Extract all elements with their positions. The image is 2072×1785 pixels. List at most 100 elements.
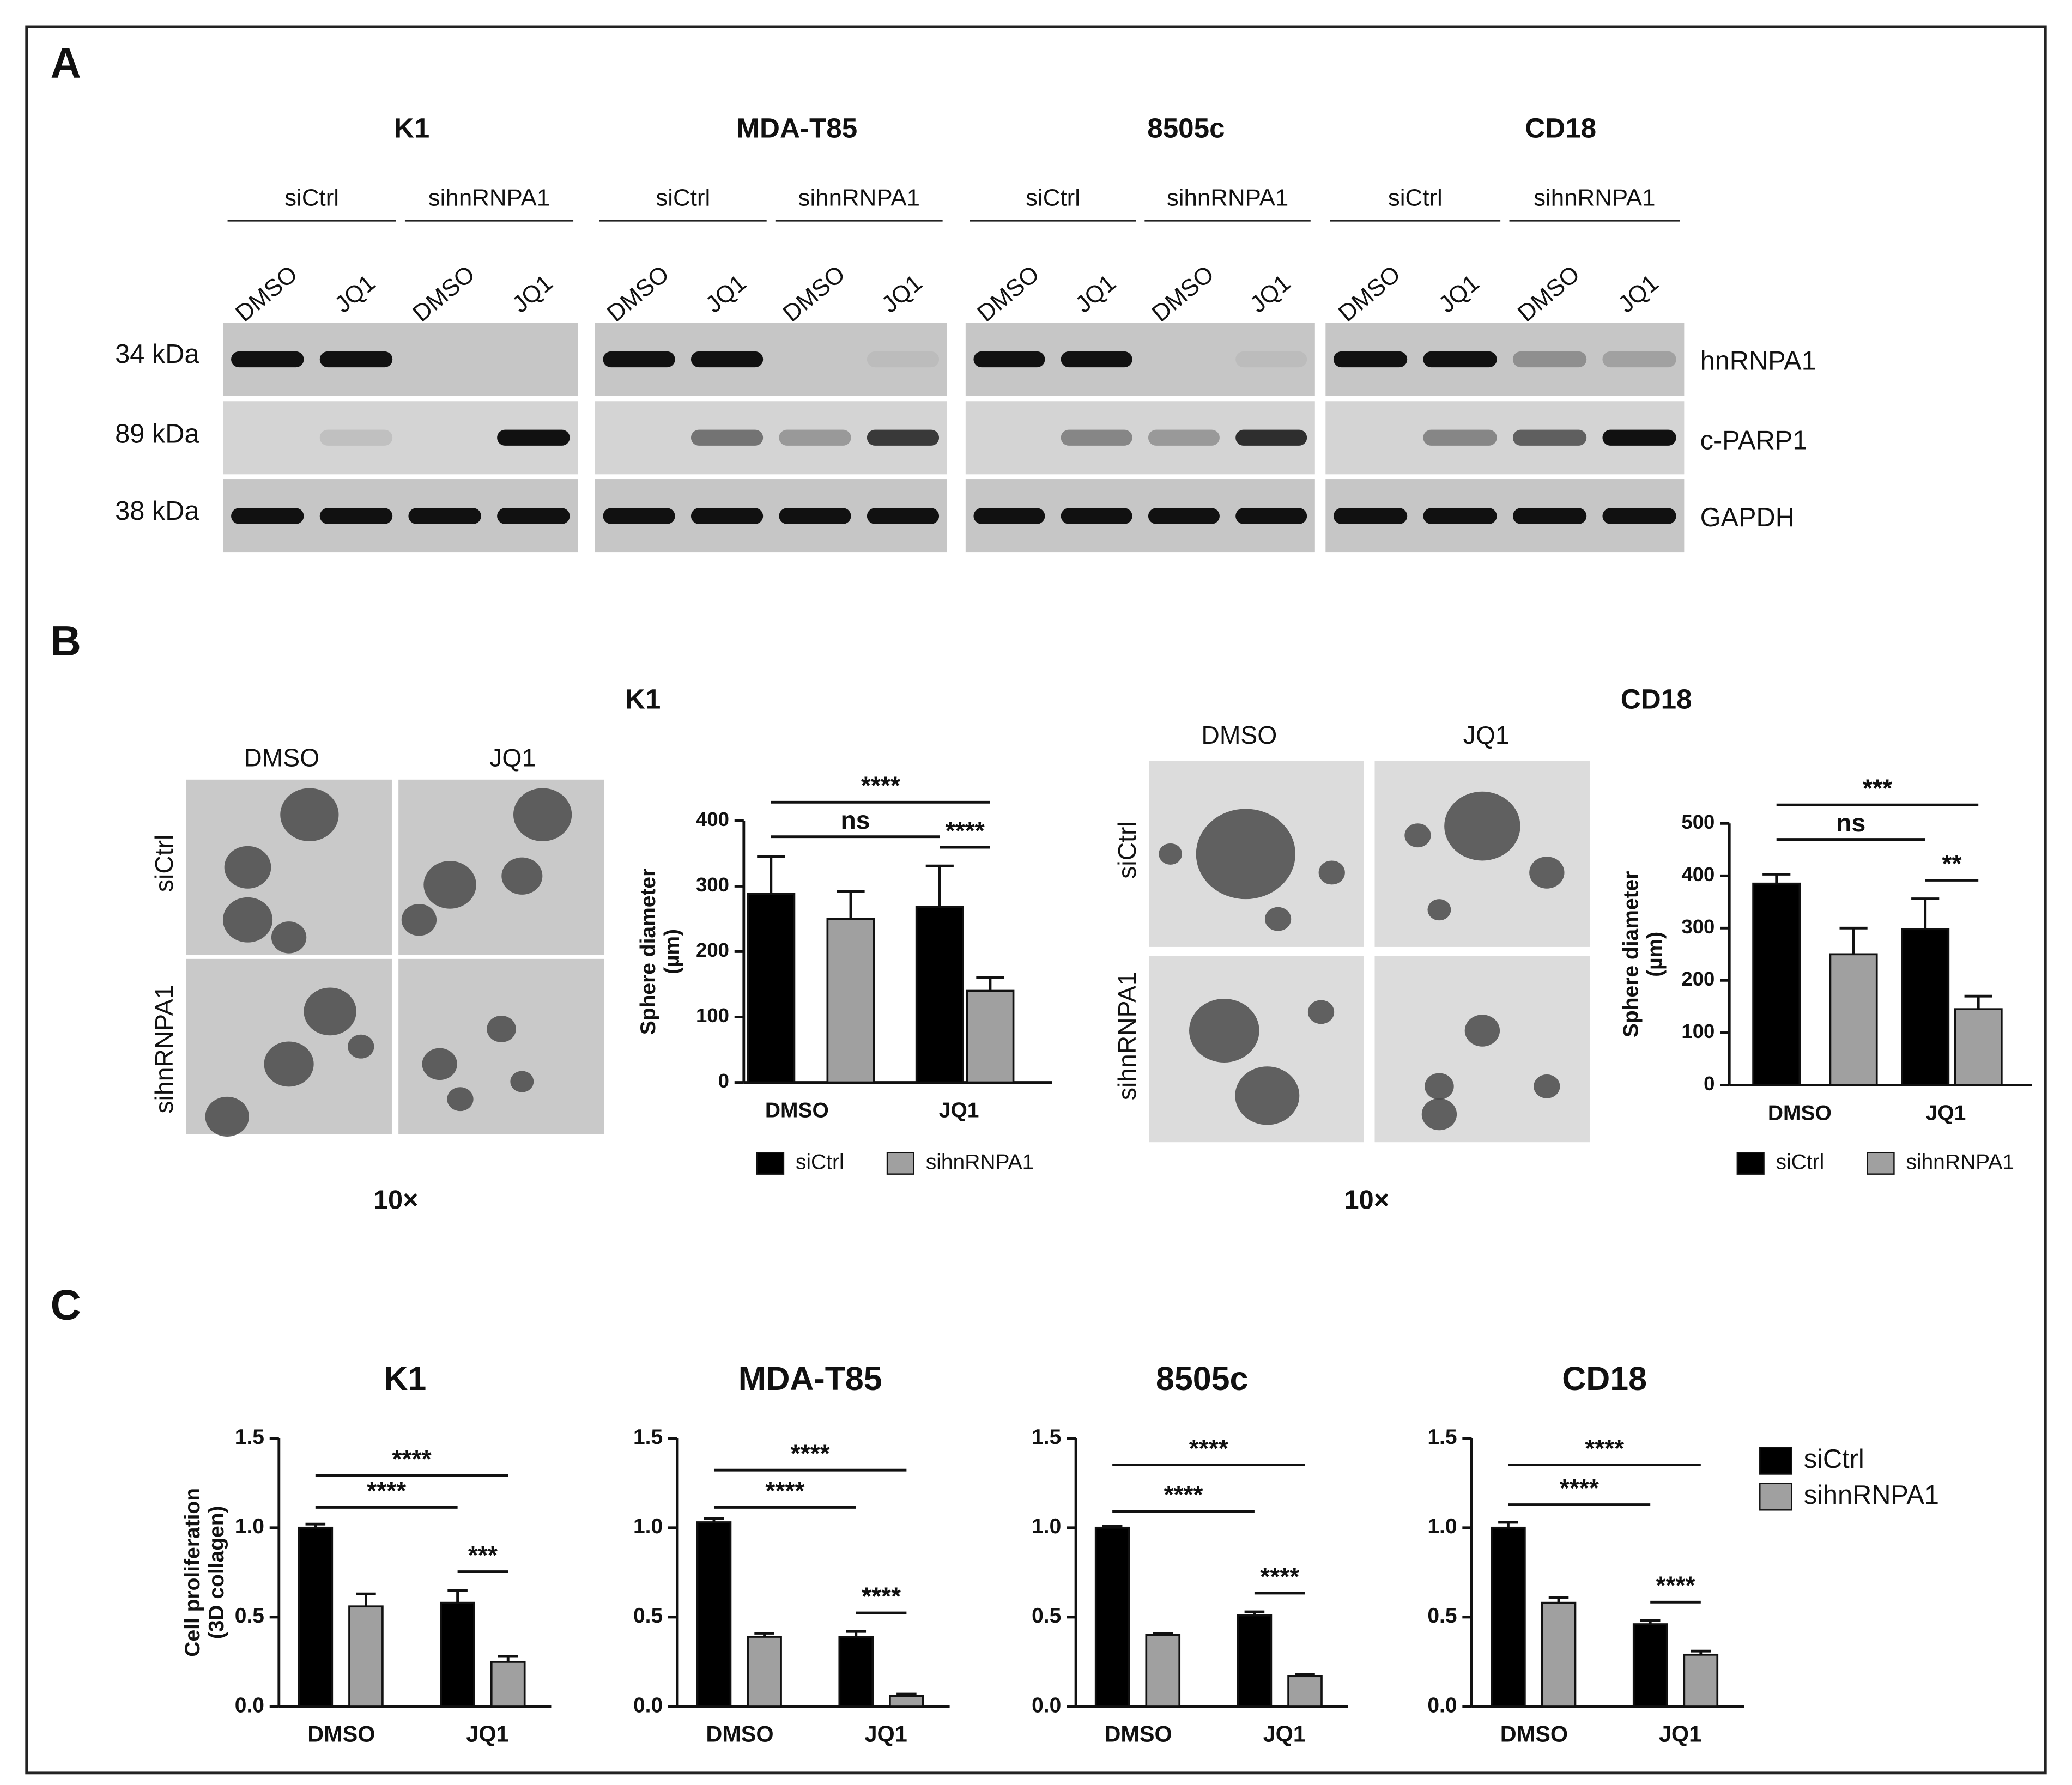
bar <box>1491 1526 1526 1708</box>
error-bar <box>1102 1525 1123 1528</box>
bar <box>1287 1675 1323 1708</box>
sphere <box>224 846 271 889</box>
sphere <box>1464 1015 1500 1047</box>
y-tick-label: 200 <box>696 939 729 961</box>
error-bar <box>1548 1596 1569 1603</box>
blot-band <box>1061 351 1132 368</box>
blot-band <box>690 351 764 368</box>
bar <box>1145 1634 1181 1708</box>
y-tick-label: 1.5 <box>1032 1425 1061 1449</box>
x-tick-label: JQ1 <box>466 1721 508 1747</box>
significance-label: ns <box>841 806 870 834</box>
sphere <box>401 903 437 936</box>
protein-name: hnRNPA1 <box>1700 346 1816 375</box>
blot-band <box>1423 429 1497 446</box>
error-bar <box>846 1630 867 1637</box>
error-bar <box>1153 1631 1173 1635</box>
x-tick-label: JQ1 <box>864 1721 907 1747</box>
bar <box>1237 1614 1273 1708</box>
significance-label: **** <box>862 1582 901 1610</box>
sphere <box>1307 1000 1335 1024</box>
x-tick-label: DMSO <box>765 1098 829 1122</box>
significance-label: ns <box>1836 809 1865 837</box>
legend-label: sihnRNPA1 <box>926 1150 1034 1174</box>
error-bar <box>896 1692 917 1696</box>
blot-band <box>1333 351 1408 368</box>
y-axis-label: Sphere diameter <box>637 869 660 1035</box>
x-tick-label: DMSO <box>1105 1721 1172 1747</box>
error-bar <box>1640 1619 1661 1625</box>
chart-title: CD18 <box>1562 1360 1647 1397</box>
error-bar <box>976 976 1004 991</box>
image-column-label: DMSO <box>244 744 319 772</box>
group-label: sihnRNPA1 <box>428 184 550 211</box>
y-tick-label: 1.0 <box>1032 1515 1061 1538</box>
bar <box>440 1601 475 1708</box>
panel-label: C <box>51 1280 81 1328</box>
blot-band <box>1061 508 1132 524</box>
cell-line-title: 8505c <box>1147 113 1225 144</box>
y-tick-label: 0.0 <box>633 1693 663 1717</box>
sphere <box>280 788 339 841</box>
error-bar <box>447 1589 468 1603</box>
group-label: sihnRNPA1 <box>798 184 920 211</box>
cell-line-title: CD18 <box>1525 113 1596 144</box>
significance-label: **** <box>392 1444 431 1473</box>
blot-band <box>319 351 393 368</box>
significance-label: **** <box>1585 1434 1624 1462</box>
chart-title: K1 <box>625 684 661 715</box>
bar <box>1683 1653 1719 1708</box>
y-tick-label: 0.5 <box>1427 1604 1457 1628</box>
sphere <box>1264 907 1292 931</box>
panel-label: B <box>51 617 81 665</box>
x-tick-label: JQ1 <box>1263 1721 1306 1747</box>
y-tick-label: 200 <box>1681 968 1714 990</box>
y-tick-label: 400 <box>696 808 729 830</box>
bar <box>1752 882 1801 1086</box>
y-tick-label: 100 <box>696 1004 729 1027</box>
panel-label: A <box>51 39 81 87</box>
blot-band <box>690 508 764 524</box>
y-tick-label: 0.5 <box>1032 1604 1061 1628</box>
bar <box>1901 928 1950 1086</box>
sphere <box>1421 1098 1457 1131</box>
blot-band <box>1333 508 1408 524</box>
group-label: siCtrl <box>284 184 339 211</box>
y-tick-label: 300 <box>696 873 729 896</box>
blot-band <box>1235 351 1307 368</box>
blot-band <box>497 508 570 524</box>
y-axis-label: (µm) <box>1643 932 1667 977</box>
sphere <box>205 1096 249 1137</box>
significance-label: **** <box>861 772 900 800</box>
chart-title: 8505c <box>1156 1360 1248 1397</box>
bar <box>747 1636 782 1708</box>
significance-label: **** <box>946 817 985 845</box>
significance-label: **** <box>765 1477 804 1505</box>
x-tick-label: DMSO <box>1768 1101 1832 1125</box>
y-tick-label: 1.5 <box>633 1425 663 1449</box>
blot-band <box>1512 429 1587 446</box>
legend-label: siCtrl <box>1776 1150 1825 1174</box>
sphere <box>264 1041 314 1087</box>
legend-swatch <box>1759 1483 1792 1511</box>
legend-label: sihnRNPA1 <box>1804 1480 1939 1510</box>
bar <box>490 1661 526 1708</box>
sphere <box>1189 998 1259 1062</box>
bar <box>838 1636 874 1708</box>
sphere <box>1534 1074 1560 1098</box>
sphere <box>422 1048 457 1080</box>
sphere <box>1425 1073 1454 1100</box>
sphere <box>271 921 307 954</box>
image-row-label: siCtrl <box>1113 821 1141 878</box>
bar <box>966 989 1015 1084</box>
y-tick-label: 0.0 <box>1427 1693 1457 1717</box>
blot-band <box>779 508 851 524</box>
chart-title: K1 <box>384 1360 426 1397</box>
x-tick-label: JQ1 <box>939 1098 979 1122</box>
sphere <box>1235 1066 1300 1125</box>
error-bar <box>498 1655 518 1662</box>
magnification: 10× <box>373 1186 419 1215</box>
legend-swatch <box>1867 1152 1895 1175</box>
blot-band <box>231 351 304 368</box>
error-bar <box>1498 1521 1518 1528</box>
